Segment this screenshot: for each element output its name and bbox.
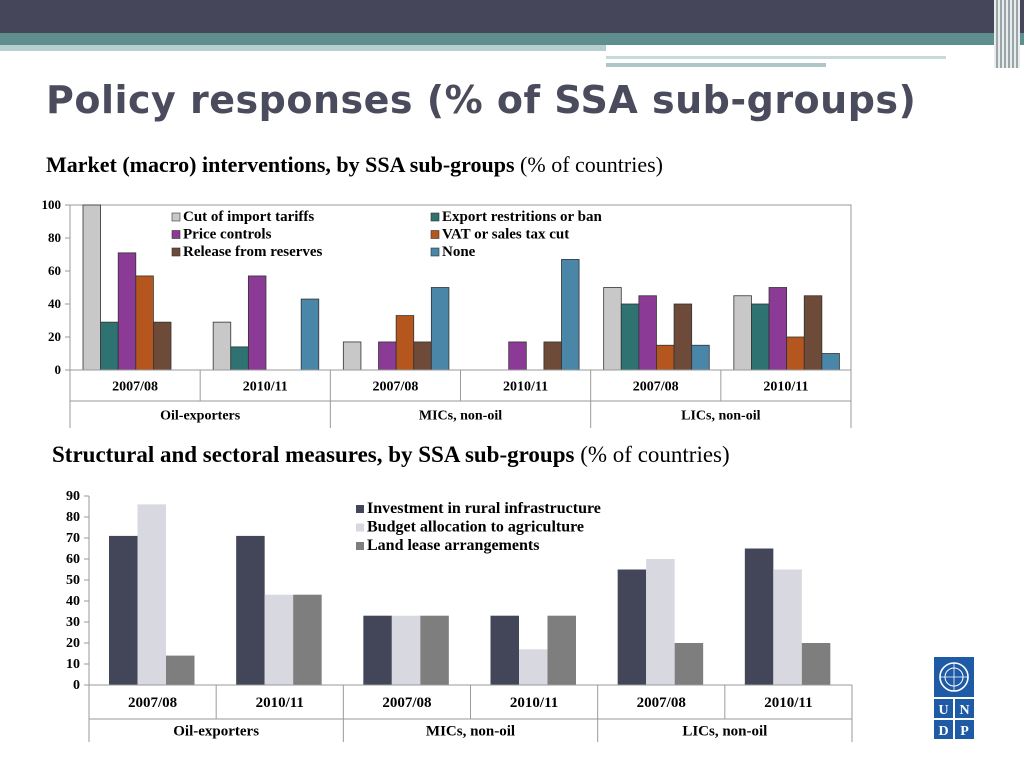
- x-category-label: 2007/08: [633, 380, 679, 395]
- legend-label: None: [442, 244, 476, 260]
- y-tick-label: 20: [48, 329, 61, 344]
- y-tick-label: 100: [42, 197, 62, 212]
- bar: [264, 594, 294, 685]
- header-accent-bar: [0, 33, 1024, 45]
- chart1-heading-unit: (% of countries): [514, 152, 663, 177]
- legend-label: Export restritions or ban: [442, 209, 603, 225]
- bar: [773, 569, 802, 685]
- bar: [617, 569, 647, 685]
- x-group-label: MICs, non-oil: [426, 724, 515, 740]
- legend-swatch: [171, 247, 181, 257]
- x-group-label: LICs, non-oil: [681, 409, 760, 424]
- x-group-label: Oil-exporters: [173, 724, 259, 740]
- y-tick-label: 0: [73, 678, 80, 693]
- bar: [109, 535, 138, 685]
- y-tick-label: 20: [66, 636, 80, 651]
- legend-swatch: [356, 542, 364, 550]
- y-tick-label: 60: [66, 552, 80, 567]
- header-line: [606, 56, 946, 59]
- y-tick-label: 40: [66, 594, 80, 609]
- x-category-label: 2010/11: [763, 380, 808, 395]
- legend-label: Investment in rural infrastructure: [367, 500, 601, 517]
- x-group-label: LICs, non-oil: [682, 724, 767, 740]
- chart2-heading-bold: Structural and sectoral measures, by SSA…: [52, 442, 575, 467]
- logo-letter: D: [938, 724, 948, 739]
- header-stripes: [994, 0, 1020, 68]
- bar: [674, 643, 704, 685]
- legend-swatch: [171, 212, 181, 222]
- bar: [137, 504, 166, 685]
- legend-swatch: [171, 230, 181, 239]
- legend-swatch: [430, 230, 440, 239]
- y-tick-label: 40: [48, 296, 61, 311]
- bar: [236, 535, 265, 685]
- header-line-2: [606, 63, 826, 67]
- legend-label: Cut of import tariffs: [183, 209, 314, 225]
- y-tick-label: 50: [66, 573, 80, 588]
- slide-title: Policy responses (% of SSA sub-groups): [46, 78, 917, 122]
- y-tick-label: 10: [66, 657, 80, 672]
- undp-logo: U N D P: [934, 657, 974, 739]
- x-category-label: 2010/11: [503, 380, 548, 395]
- bar: [293, 594, 322, 685]
- legend-label: Price controls: [183, 227, 272, 243]
- bar: [490, 615, 519, 685]
- legend-label: Budget allocation to agriculture: [367, 519, 584, 536]
- y-tick-label: 80: [48, 230, 61, 245]
- x-group-label: Oil-exporters: [160, 409, 241, 424]
- bar: [547, 615, 576, 685]
- legend-swatch: [430, 247, 440, 257]
- y-tick-label: 70: [66, 531, 80, 546]
- x-category-label: 2007/08: [382, 695, 431, 711]
- chart2-heading: Structural and sectoral measures, by SSA…: [52, 442, 730, 468]
- bar: [519, 649, 548, 685]
- legend-label: Release from reserves: [183, 244, 323, 260]
- legend-label: VAT or sales tax cut: [442, 227, 569, 243]
- bar: [801, 643, 831, 685]
- bar: [646, 559, 675, 685]
- header-bar: [0, 0, 1024, 33]
- logo-letter: P: [960, 724, 969, 739]
- x-category-label: 2007/08: [372, 380, 418, 395]
- legend-swatch: [356, 523, 364, 532]
- bar: [744, 548, 774, 685]
- y-tick-label: 90: [66, 489, 80, 504]
- x-category-label: 2010/11: [764, 695, 812, 711]
- legend-swatch: [430, 212, 440, 222]
- bar: [391, 615, 421, 685]
- legend-label: Land lease arrangements: [367, 537, 539, 554]
- bar: [420, 615, 449, 685]
- y-tick-label: 80: [66, 510, 80, 525]
- chart1-heading-bold: Market (macro) interventions, by SSA sub…: [46, 152, 515, 177]
- header-light-bar: [0, 45, 606, 51]
- legend-swatch: [356, 505, 364, 513]
- x-category-label: 2010/11: [256, 695, 304, 711]
- y-tick-label: 30: [66, 615, 80, 630]
- bar: [166, 655, 195, 685]
- x-category-label: 2007/08: [128, 695, 177, 711]
- x-category-label: 2010/11: [243, 380, 288, 395]
- y-tick-label: 60: [48, 263, 61, 278]
- x-group-label: MICs, non-oil: [419, 409, 502, 424]
- x-category-label: 2007/08: [112, 380, 158, 395]
- bar: [363, 615, 392, 685]
- x-category-label: 2007/08: [637, 695, 686, 711]
- x-category-label: 2010/11: [510, 695, 558, 711]
- chart2-heading-unit: (% of countries): [574, 442, 730, 467]
- y-tick-label: 0: [55, 362, 62, 377]
- logo-letter: N: [959, 703, 969, 718]
- chart1-heading: Market (macro) interventions, by SSA sub…: [46, 152, 663, 178]
- logo-letter: U: [938, 703, 948, 718]
